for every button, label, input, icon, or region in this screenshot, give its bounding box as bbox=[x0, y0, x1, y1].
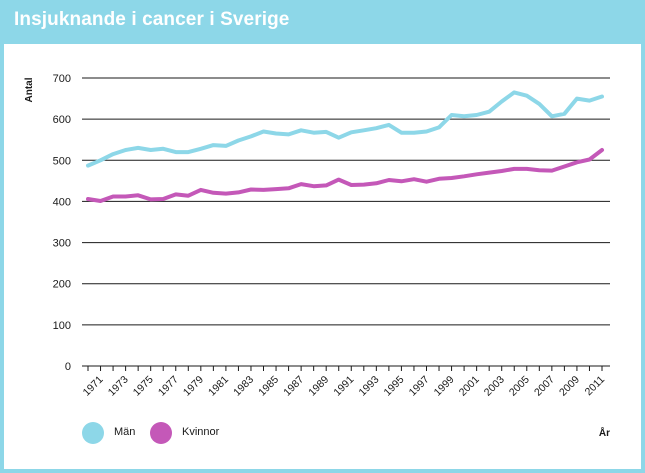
legend-swatch-women bbox=[150, 422, 172, 444]
x-tick-label: 2001 bbox=[457, 374, 482, 399]
series-line-men bbox=[86, 90, 604, 168]
y-tick-label: 300 bbox=[53, 238, 71, 250]
x-tick-label: 1987 bbox=[281, 374, 306, 399]
x-tick-label: 1995 bbox=[382, 374, 407, 399]
y-tick-label: 200 bbox=[53, 279, 71, 291]
x-tick-label: 1993 bbox=[356, 374, 381, 399]
header-bar: Insjuknande i cancer i Sverige bbox=[0, 0, 645, 44]
x-tick-label: 2009 bbox=[557, 374, 582, 399]
y-axis-label: Antal bbox=[24, 77, 35, 102]
x-tick-label: 2007 bbox=[532, 374, 557, 399]
legend-label-men: Män bbox=[114, 426, 136, 438]
x-tick-label: 1977 bbox=[156, 374, 181, 399]
y-tick-label: 400 bbox=[53, 196, 71, 208]
x-tick-label: 1991 bbox=[331, 374, 356, 399]
x-tick-label: 1971 bbox=[81, 374, 106, 399]
x-tick-label: 1979 bbox=[181, 374, 206, 399]
x-tick-label: 1985 bbox=[256, 374, 281, 399]
x-tick-label: 1973 bbox=[106, 374, 131, 399]
legend-swatch-men bbox=[82, 422, 104, 444]
y-tick-label: 100 bbox=[53, 320, 71, 332]
chart-title: Insjuknande i cancer i Sverige bbox=[14, 9, 290, 30]
y-tick-label: 700 bbox=[53, 73, 71, 85]
y-tick-label: 0 bbox=[65, 361, 71, 373]
x-tick-label: 1989 bbox=[306, 374, 331, 399]
x-tick-label: 2003 bbox=[482, 374, 507, 399]
x-tick-label: 1999 bbox=[432, 374, 457, 399]
x-tick-label: 1997 bbox=[407, 374, 432, 399]
x-tick-label: 1981 bbox=[206, 374, 231, 399]
series-line-women bbox=[86, 148, 604, 203]
y-tick-label: 600 bbox=[53, 114, 71, 126]
x-tick-label: 1975 bbox=[131, 374, 156, 399]
x-tick-label: 2005 bbox=[507, 374, 532, 399]
y-tick-label: 500 bbox=[53, 155, 71, 167]
x-tick-label: 2011 bbox=[583, 374, 608, 399]
legend-label-women: Kvinnor bbox=[182, 426, 220, 438]
x-axis-label: År bbox=[599, 426, 610, 439]
x-tick-label: 1983 bbox=[231, 374, 256, 399]
